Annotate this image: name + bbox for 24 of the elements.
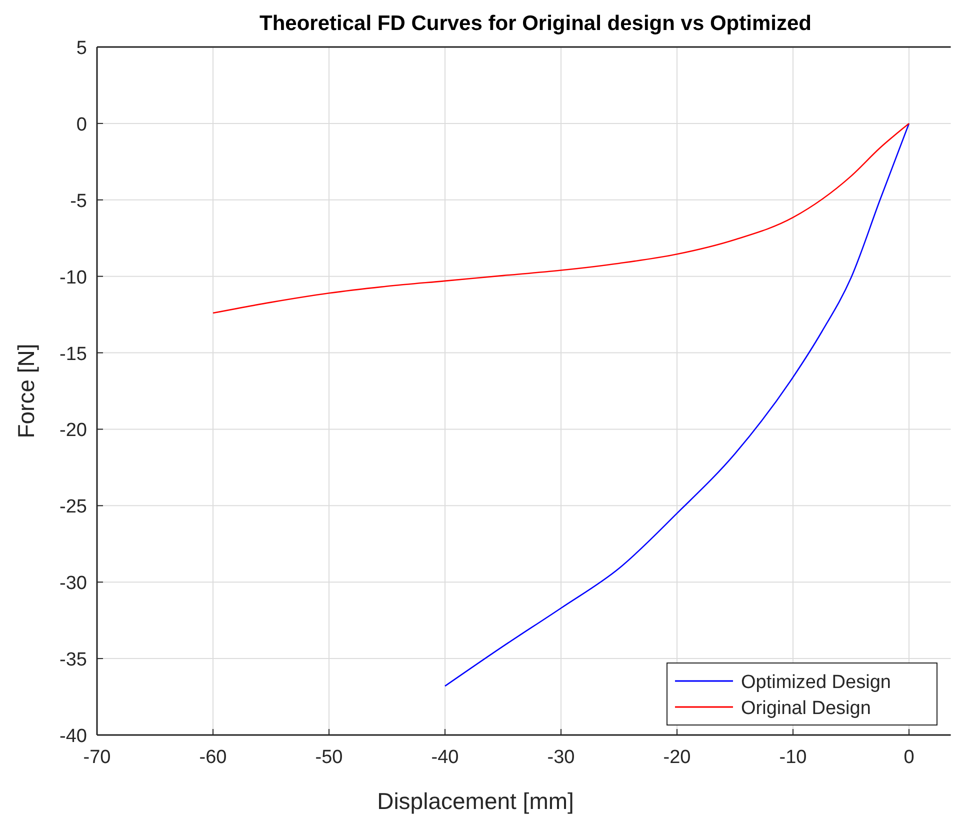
x-tick-label: -10 [779,747,807,768]
x-tick-label: 0 [904,747,914,768]
y-tick-label: -15 [60,344,87,365]
legend-label: Optimized Design [741,672,891,693]
x-tick-label: -30 [547,747,575,768]
y-tick-label: -20 [60,420,87,442]
x-tick-label: -20 [663,747,691,768]
y-tick-label: -30 [60,573,87,594]
y-tick-label: -35 [60,650,87,671]
x-tick-label: -40 [431,747,459,768]
y-tick-label: -5 [70,190,87,212]
legend-label: Original Design [741,698,871,719]
x-tick-label: -60 [199,747,227,768]
chart-title: Theoretical FD Curves for Original design vs Optimized [260,12,812,35]
y-tick-label: -25 [60,496,87,518]
x-axis-title: Displacement [mm] [377,788,574,814]
line-series [212,122,910,314]
x-tick-label: -50 [315,747,343,768]
y-tick-label: 0 [76,114,87,136]
y-tick-label: -10 [60,267,87,288]
y-axis-title: Force [N] [13,344,39,438]
x-tick-label: -70 [83,747,111,768]
y-tick-label: -40 [60,726,87,747]
y-tick-label: 5 [76,38,87,59]
